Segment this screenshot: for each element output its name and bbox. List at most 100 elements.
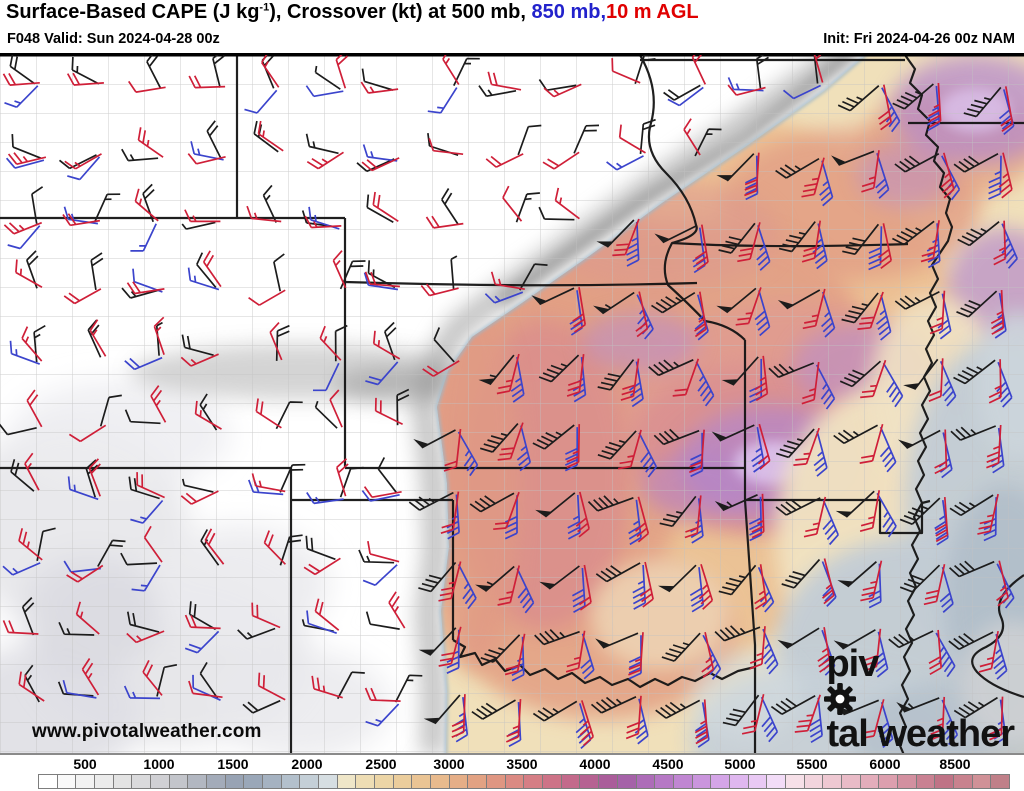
wind-barb xyxy=(628,632,644,676)
wind-barb xyxy=(940,152,955,199)
wind-barb xyxy=(438,561,462,602)
colorbar-cell xyxy=(39,775,58,788)
wind-barb xyxy=(18,671,45,702)
wind-barb xyxy=(781,558,821,589)
wind-barb xyxy=(21,326,43,362)
wind-barb xyxy=(364,271,400,288)
wind-barb xyxy=(606,155,644,171)
county-lines-layer xyxy=(0,55,1024,755)
wind-barb xyxy=(822,499,839,546)
forecast-map: www.pivotalweather.com piv tal weather xyxy=(0,55,1024,755)
wind-barb xyxy=(877,84,892,131)
colorbar-cell xyxy=(748,775,768,788)
wind-barb xyxy=(722,494,758,512)
wind-barb xyxy=(188,680,223,699)
wind-barb xyxy=(121,148,159,162)
wind-barb xyxy=(261,55,280,88)
wind-barb-pennant xyxy=(831,155,847,166)
wind-barb xyxy=(26,389,43,428)
wind-barb xyxy=(71,56,100,85)
colorbar-cell xyxy=(692,775,712,788)
wind-barb xyxy=(718,222,756,254)
wind-barb xyxy=(485,153,524,168)
wind-barb xyxy=(612,218,640,257)
colorbar-cell xyxy=(841,775,861,788)
wind-barb xyxy=(199,661,219,699)
wind-barb xyxy=(817,627,832,673)
wind-barb xyxy=(923,564,946,606)
wind-barb-pennant xyxy=(539,581,556,590)
wind-barb-pennant xyxy=(531,295,547,305)
wind-barb xyxy=(334,324,348,362)
wind-barb xyxy=(5,157,45,169)
wind-barb xyxy=(257,672,286,701)
wind-barb-pennant xyxy=(595,638,611,648)
wind-barb xyxy=(242,699,281,714)
wind-barb xyxy=(202,250,222,288)
wind-barb xyxy=(457,431,479,477)
wind-barb xyxy=(237,627,276,640)
wind-barb xyxy=(838,150,875,166)
wind-barb xyxy=(882,362,904,408)
colorbar-cell xyxy=(449,775,469,788)
colorbar-cell xyxy=(991,775,1009,788)
wind-barb xyxy=(857,291,884,330)
wind-barb xyxy=(128,476,160,500)
wind-barb xyxy=(892,83,934,110)
wind-barb xyxy=(124,356,163,371)
wind-barb xyxy=(3,221,43,235)
wind-barb xyxy=(573,124,600,154)
wind-barb xyxy=(950,425,997,441)
title-main: Surface-Based CAPE (J kg xyxy=(6,1,260,23)
wind-barb xyxy=(15,259,43,289)
wind-barb xyxy=(58,621,95,636)
wind-barb xyxy=(860,359,887,399)
wind-barb xyxy=(993,220,1007,266)
colorbar-cell xyxy=(953,775,973,788)
wind-barb xyxy=(821,291,836,338)
wind-barb xyxy=(595,562,641,583)
wind-barb xyxy=(180,353,219,367)
colorbar-cell xyxy=(972,775,992,788)
wind-barb xyxy=(929,290,946,335)
colorbar-cell xyxy=(580,775,600,788)
wind-barb xyxy=(18,528,43,561)
wind-barb xyxy=(683,118,701,156)
wind-barb xyxy=(538,354,580,383)
wind-barb xyxy=(88,458,101,497)
wind-barb xyxy=(66,72,104,86)
wind-barb xyxy=(200,529,220,566)
wind-barb xyxy=(450,255,458,290)
wind-barb xyxy=(841,292,879,324)
wind-barb xyxy=(667,86,704,107)
wind-barb xyxy=(726,287,757,314)
wind-barb xyxy=(554,187,580,220)
wind-barb xyxy=(181,334,214,357)
wind-barb xyxy=(566,424,581,469)
wind-barb xyxy=(62,213,101,227)
wind-barb xyxy=(2,72,40,86)
wind-barb xyxy=(978,630,999,673)
wind-barb-pennant xyxy=(833,640,850,649)
wind-barb xyxy=(275,401,303,430)
wind-barb xyxy=(587,495,634,512)
wind-barb xyxy=(339,260,366,290)
wind-barb xyxy=(534,629,580,646)
wind-barb xyxy=(934,429,948,475)
colorbar-cell xyxy=(636,775,656,788)
colorbar-cell xyxy=(244,775,264,788)
wind-barb xyxy=(793,427,820,466)
wind-barb xyxy=(279,463,306,493)
wind-barb xyxy=(4,85,39,108)
wind-barb xyxy=(754,564,768,610)
wind-barb xyxy=(478,85,517,98)
wind-barb xyxy=(428,138,464,156)
wind-barb xyxy=(625,695,642,740)
wind-barb xyxy=(775,157,820,179)
wind-barb xyxy=(1001,223,1018,269)
wind-barb xyxy=(903,697,940,713)
wind-barb xyxy=(991,633,1008,680)
wind-barb xyxy=(737,222,761,263)
header-divider xyxy=(0,53,1024,55)
wind-barb xyxy=(977,493,999,535)
